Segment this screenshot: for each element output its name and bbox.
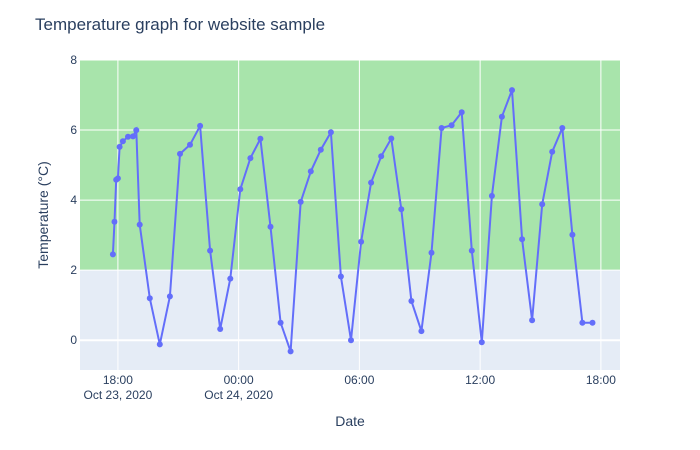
data-point xyxy=(136,221,143,228)
data-point xyxy=(348,337,354,344)
x-tick-date-label: Oct 24, 2020 xyxy=(204,388,273,402)
data-point xyxy=(111,218,118,225)
data-point xyxy=(549,148,556,155)
data-point xyxy=(125,133,131,140)
data-point xyxy=(247,155,254,162)
x-tick-label: 00:00 xyxy=(224,373,254,387)
data-point xyxy=(388,135,395,142)
data-point xyxy=(438,125,445,131)
data-point xyxy=(519,236,526,243)
data-point xyxy=(130,133,136,140)
data-point xyxy=(468,247,475,254)
data-point xyxy=(109,251,116,258)
data-point xyxy=(116,143,123,150)
data-point xyxy=(488,192,495,199)
data-point xyxy=(539,201,546,208)
y-tick-label: 6 xyxy=(70,123,77,137)
data-point xyxy=(166,293,173,300)
data-point xyxy=(187,141,193,148)
data-point xyxy=(498,113,505,120)
data-point xyxy=(418,328,425,335)
data-point xyxy=(398,206,405,213)
x-tick-label: 18:00 xyxy=(103,373,133,387)
y-axis-label: Temperature (°C) xyxy=(35,161,51,269)
y-tick-label: 4 xyxy=(70,193,77,207)
data-point xyxy=(569,231,576,238)
plot-area xyxy=(80,59,620,370)
data-point xyxy=(579,319,586,326)
data-point xyxy=(307,168,314,175)
data-point xyxy=(509,87,515,94)
data-point xyxy=(133,127,140,134)
data-point xyxy=(408,298,415,304)
data-point xyxy=(114,175,121,182)
data-point xyxy=(428,249,435,256)
data-point xyxy=(327,129,334,136)
chart-title: Temperature graph for website sample xyxy=(35,15,325,34)
data-point xyxy=(478,339,485,346)
data-point xyxy=(358,238,365,245)
data-point xyxy=(337,273,344,280)
data-point xyxy=(378,153,385,160)
x-tick-label: 18:00 xyxy=(586,373,616,387)
y-tick-label: 2 xyxy=(70,263,77,277)
series-points xyxy=(109,87,596,355)
data-point xyxy=(458,109,465,116)
data-point xyxy=(317,146,324,153)
y-tick-label: 0 xyxy=(70,333,77,347)
y-axis-ticks: 0 2 4 6 8 xyxy=(70,53,77,347)
x-tick-label: 12:00 xyxy=(465,373,495,387)
data-point xyxy=(529,317,536,324)
data-point xyxy=(177,150,183,157)
data-point xyxy=(207,247,214,254)
data-point xyxy=(156,341,163,348)
threshold-band xyxy=(80,60,620,271)
x-axis-label: Date xyxy=(335,413,365,429)
data-point xyxy=(227,275,234,282)
data-point xyxy=(257,135,264,142)
data-point xyxy=(448,122,455,129)
data-point xyxy=(297,198,304,205)
data-point xyxy=(589,319,596,326)
data-point xyxy=(237,186,244,193)
data-point xyxy=(277,319,284,326)
data-point xyxy=(217,326,224,332)
data-point xyxy=(559,125,566,131)
data-point xyxy=(287,348,294,355)
data-point xyxy=(119,138,126,145)
data-point xyxy=(197,122,204,129)
x-tick-date-label: Oct 23, 2020 xyxy=(84,388,153,402)
y-tick-label: 8 xyxy=(70,53,77,67)
data-point xyxy=(267,223,274,230)
data-point xyxy=(146,295,153,302)
data-point xyxy=(368,179,375,186)
x-tick-label: 06:00 xyxy=(344,373,374,387)
